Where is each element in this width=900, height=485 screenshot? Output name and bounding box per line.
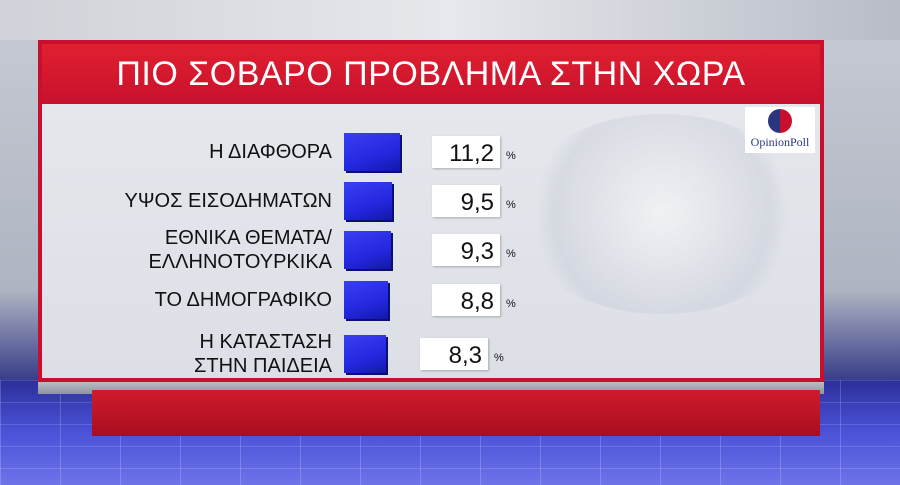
logo-circle-icon [768,109,792,133]
value-box: 9,3 [432,234,500,266]
bar [344,133,400,171]
category-label: Η ΚΑΤΑΣΤΑΣΗ [199,331,332,353]
poll-board: ΠΙΟ ΣΟΒΑΡΟ ΠΡΟΒΛΗΜΑ ΣΤΗΝ ΧΩΡΑ OpinionPol… [38,40,824,382]
studio-background [0,0,900,40]
bar [344,231,391,269]
value-box: 8,8 [432,284,500,316]
category-label: ΕΘΝΙΚΑ ΘΕΜΑΤΑ/ [164,227,332,249]
category-label: ΥΨΟΣ ΕΙΣΟΔΗΜΑΤΩΝ [124,190,333,212]
logo-text: OpinionPoll [750,135,810,149]
data-label: 9,5 [460,189,494,216]
bar [344,335,386,373]
value-box: 8,3 [420,338,488,370]
data-label: 9,3 [460,238,494,265]
category-label: Η ΔΙΑΦΘΟΡΑ [209,141,332,163]
chart-title: ΠΙΟ ΣΟΒΑΡΟ ΠΡΟΒΛΗΜΑ ΣΤΗΝ ΧΩΡΑ [116,54,746,93]
board-stand [92,390,820,436]
value-box: 9,5 [432,185,500,217]
chart-rows: Η ΔΙΑΦΘΟΡΑ 11,2% ΥΨΟΣ ΕΙΣΟΔΗΜΑΤΩΝ 9,5% ΕΘΝΙΚ… [42,44,820,378]
unit-label: % [506,248,516,260]
unit-label: % [506,298,516,310]
category-label: ΕΛΛΗΝΟΤΟΥΡΚΙΚΑ [148,251,332,273]
opinion-poll-logo: OpinionPoll [745,107,815,153]
value-box: 11,2 [432,136,500,168]
unit-label: % [506,150,516,162]
category-label: ΤΟ ΔΗΜΟΓΡΑΦΙΚΟ [154,289,332,311]
unit-label: % [494,352,504,364]
data-label: 8,8 [460,288,494,315]
data-label: 11,2 [449,140,494,167]
title-bar: ΠΙΟ ΣΟΒΑΡΟ ΠΡΟΒΛΗΜΑ ΣΤΗΝ ΧΩΡΑ [42,44,820,104]
category-label: ΣΤΗΝ ΠΑΙΔΕΙΑ [194,355,332,377]
bar [344,182,392,220]
unit-label: % [506,199,516,211]
bar [344,281,388,319]
data-label: 8,3 [448,342,482,369]
